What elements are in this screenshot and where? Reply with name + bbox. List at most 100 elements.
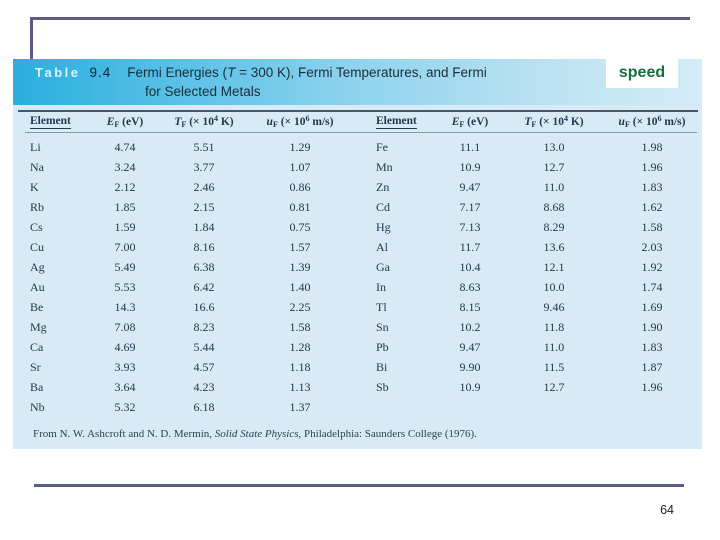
value-cell: 11.5: [543, 359, 565, 374]
table-title-line2: for Selected Metals: [145, 84, 261, 99]
table-row: Mg 7.08 8.23 1.58 Sn 10.2 11.8 1.90: [30, 317, 698, 337]
value-cell: 1.57: [289, 239, 311, 254]
value-cell: 11.1: [459, 139, 481, 154]
header-fermi-energy-left: EF (eV): [106, 116, 144, 129]
value-cell: 1.84: [193, 219, 215, 234]
element-cell: Ca: [30, 339, 44, 354]
table-row: Cs 1.59 1.84 0.75 Hg 7.13 8.29 1.58: [30, 217, 698, 237]
value-cell: 1.96: [641, 379, 663, 394]
value-cell: 12.1: [543, 259, 565, 274]
value-cell: 16.6: [193, 299, 215, 314]
table-row: Li 4.74 5.51 1.29 Fe 11.1 13.0 1.98: [30, 137, 698, 157]
element-cell: Sr: [30, 359, 41, 374]
value-cell: 2.25: [289, 299, 311, 314]
value-cell: 0.81: [289, 199, 311, 214]
value-cell: 1.83: [641, 179, 663, 194]
element-cell: Fe: [376, 139, 388, 154]
slide-frame-left-line: [30, 17, 33, 60]
value-cell: 4.23: [193, 379, 215, 394]
value-cell: 2.12: [114, 179, 136, 194]
element-cell: Hg: [376, 219, 391, 234]
value-cell: 11.0: [543, 179, 565, 194]
value-cell: 4.69: [114, 339, 136, 354]
value-cell: 12.7: [543, 159, 565, 174]
value-cell: 5.51: [193, 139, 215, 154]
value-cell: 1.96: [641, 159, 663, 174]
value-cell: 7.13: [459, 219, 481, 234]
value-cell: 1.13: [289, 379, 311, 394]
value-cell: 9.46: [543, 299, 565, 314]
value-cell: 1.39: [289, 259, 311, 274]
table-number: 9.4: [89, 65, 112, 80]
value-cell: 4.57: [193, 359, 215, 374]
element-cell: Zn: [376, 179, 390, 194]
element-cell: Be: [30, 299, 44, 314]
element-cell: Cd: [376, 199, 391, 214]
element-cell: Mn: [376, 159, 393, 174]
value-cell: 11.7: [459, 239, 481, 254]
element-cell: Au: [30, 279, 45, 294]
table-row: Be 14.3 16.6 2.25 Tl 8.15 9.46 1.69: [30, 297, 698, 317]
table-row: Rb 1.85 2.15 0.81 Cd 7.17 8.68 1.62: [30, 197, 698, 217]
value-cell: 6.38: [193, 259, 215, 274]
value-cell: 3.93: [114, 359, 136, 374]
value-cell: 1.87: [641, 359, 663, 374]
value-cell: 1.83: [641, 339, 663, 354]
value-cell: 8.15: [459, 299, 481, 314]
element-cell: In: [376, 279, 386, 294]
element-cell: Li: [30, 139, 41, 154]
value-cell: 13.0: [543, 139, 565, 154]
value-cell: 0.86: [289, 179, 311, 194]
table-row: Nb 5.32 6.18 1.37: [30, 397, 698, 417]
table-body: Li 4.74 5.51 1.29 Fe 11.1 13.0 1.98 Na 3…: [13, 137, 702, 417]
value-cell: 7.08: [114, 319, 136, 334]
fermi-table: Table 9.4 Fermi Energies (T = 300 K), Ferm…: [13, 58, 702, 449]
value-cell: 3.24: [114, 159, 136, 174]
value-cell: 14.3: [114, 299, 136, 314]
value-cell: 10.2: [459, 319, 481, 334]
element-cell: Cs: [30, 219, 43, 234]
value-cell: 9.90: [459, 359, 481, 374]
element-cell: Ga: [376, 259, 390, 274]
value-cell: 6.18: [193, 399, 215, 414]
table-row: Ca 4.69 5.44 1.28 Pb 9.47 11.0 1.83: [30, 337, 698, 357]
value-cell: 1.40: [289, 279, 311, 294]
value-cell: 8.68: [543, 199, 565, 214]
value-cell: 8.29: [543, 219, 565, 234]
header-bottom-rule: [25, 132, 697, 133]
value-cell: 1.07: [289, 159, 311, 174]
element-cell: Nb: [30, 399, 45, 414]
value-cell: 8.16: [193, 239, 215, 254]
value-cell: 1.29: [289, 139, 311, 154]
element-cell: Rb: [30, 199, 45, 214]
slide-frame-bottom-line: [34, 484, 684, 487]
column-header-row: Element EF (eV) TF (× 104 K) uF (× 106 m…: [30, 112, 698, 132]
value-cell: 1.90: [641, 319, 663, 334]
value-cell: 5.32: [114, 399, 136, 414]
value-cell: 1.28: [289, 339, 311, 354]
header-element-left: Element: [30, 115, 71, 129]
value-cell: 5.44: [193, 339, 215, 354]
value-cell: 1.85: [114, 199, 136, 214]
value-cell: 4.74: [114, 139, 136, 154]
value-cell: 13.6: [543, 239, 565, 254]
element-cell: Sn: [376, 319, 389, 334]
value-cell: 10.9: [459, 159, 481, 174]
slide-frame-top-line: [30, 17, 690, 20]
value-cell: 9.47: [459, 339, 481, 354]
speed-text: speed: [618, 64, 666, 81]
value-cell: 6.42: [193, 279, 215, 294]
element-cell: Cu: [30, 239, 45, 254]
table-label: Table: [35, 65, 81, 80]
element-cell: Al: [376, 239, 388, 254]
value-cell: 2.15: [193, 199, 215, 214]
header-fermi-temperature-right: TF (× 104 K): [524, 114, 584, 129]
element-cell: Sb: [376, 379, 389, 394]
slide-page-number: 64: [660, 503, 674, 517]
value-cell: 7.17: [459, 199, 481, 214]
header-fermi-temperature-left: TF (× 104 K): [174, 114, 234, 129]
value-cell: 12.7: [543, 379, 565, 394]
element-cell: Na: [30, 159, 44, 174]
value-cell: 11.0: [543, 339, 565, 354]
